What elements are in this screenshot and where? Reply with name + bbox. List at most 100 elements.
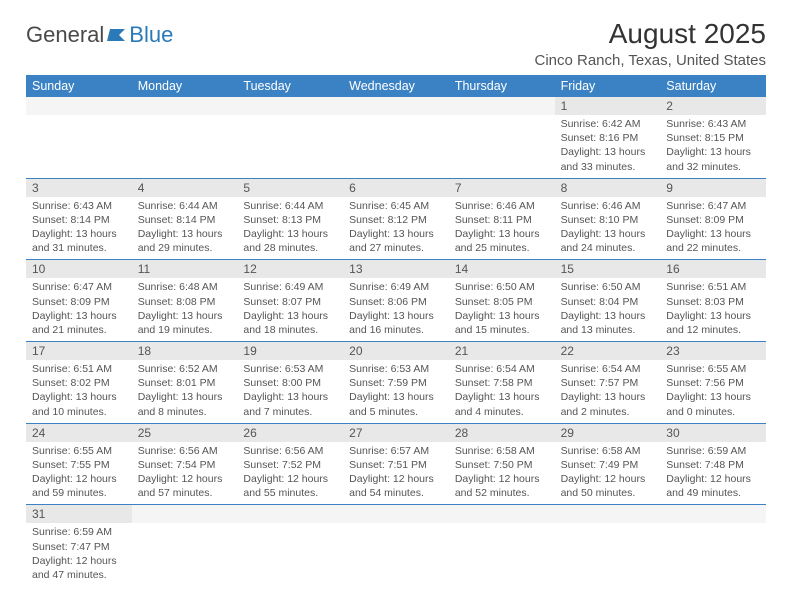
calendar-day: 7Sunrise: 6:46 AMSunset: 8:11 PMDaylight…: [449, 179, 555, 260]
day-number: 28: [449, 424, 555, 442]
calendar-day: 1Sunrise: 6:42 AMSunset: 8:16 PMDaylight…: [555, 97, 661, 178]
calendar-day: [26, 97, 132, 178]
day-number: 18: [132, 342, 238, 360]
day-details: Sunrise: 6:53 AMSunset: 8:00 PMDaylight:…: [237, 360, 343, 423]
calendar-day: [343, 97, 449, 178]
calendar-day: 10Sunrise: 6:47 AMSunset: 8:09 PMDayligh…: [26, 260, 132, 341]
sunrise: Sunrise: 6:55 AM: [32, 444, 126, 458]
day-number: 25: [132, 424, 238, 442]
sunrise: Sunrise: 6:58 AM: [455, 444, 549, 458]
day-details: Sunrise: 6:46 AMSunset: 8:10 PMDaylight:…: [555, 197, 661, 260]
day-number: 19: [237, 342, 343, 360]
day-header: Friday: [555, 75, 661, 97]
calendar-day: 16Sunrise: 6:51 AMSunset: 8:03 PMDayligh…: [660, 260, 766, 341]
sunset: Sunset: 8:02 PM: [32, 376, 126, 390]
sunset: Sunset: 7:56 PM: [666, 376, 760, 390]
day-number: 1: [555, 97, 661, 115]
day-number-empty: [26, 97, 132, 115]
day-number: 26: [237, 424, 343, 442]
day-number: 14: [449, 260, 555, 278]
day-number: 23: [660, 342, 766, 360]
sunrise: Sunrise: 6:49 AM: [243, 280, 337, 294]
day-number-empty: [449, 505, 555, 523]
sunset: Sunset: 7:59 PM: [349, 376, 443, 390]
day-details: Sunrise: 6:46 AMSunset: 8:11 PMDaylight:…: [449, 197, 555, 260]
day-details: Sunrise: 6:50 AMSunset: 8:04 PMDaylight:…: [555, 278, 661, 341]
calendar-day: 21Sunrise: 6:54 AMSunset: 7:58 PMDayligh…: [449, 342, 555, 423]
calendar-row: 24Sunrise: 6:55 AMSunset: 7:55 PMDayligh…: [26, 424, 766, 506]
calendar-body: 1Sunrise: 6:42 AMSunset: 8:16 PMDaylight…: [26, 97, 766, 586]
day-details: Sunrise: 6:58 AMSunset: 7:49 PMDaylight:…: [555, 442, 661, 505]
day-number: 11: [132, 260, 238, 278]
day-details: Sunrise: 6:42 AMSunset: 8:16 PMDaylight:…: [555, 115, 661, 178]
calendar-row: 1Sunrise: 6:42 AMSunset: 8:16 PMDaylight…: [26, 97, 766, 179]
sunrise: Sunrise: 6:58 AM: [561, 444, 655, 458]
day-number: 4: [132, 179, 238, 197]
day-header: Wednesday: [343, 75, 449, 97]
calendar-day: 15Sunrise: 6:50 AMSunset: 8:04 PMDayligh…: [555, 260, 661, 341]
day-details: Sunrise: 6:58 AMSunset: 7:50 PMDaylight:…: [449, 442, 555, 505]
day-header: Monday: [132, 75, 238, 97]
daylight: Daylight: 13 hours and 25 minutes.: [455, 227, 549, 255]
sunrise: Sunrise: 6:44 AM: [243, 199, 337, 213]
day-number: 10: [26, 260, 132, 278]
daylight: Daylight: 13 hours and 16 minutes.: [349, 309, 443, 337]
calendar-day: 6Sunrise: 6:45 AMSunset: 8:12 PMDaylight…: [343, 179, 449, 260]
location: Cinco Ranch, Texas, United States: [534, 52, 766, 69]
sunrise: Sunrise: 6:59 AM: [666, 444, 760, 458]
day-number: 3: [26, 179, 132, 197]
calendar-day: 28Sunrise: 6:58 AMSunset: 7:50 PMDayligh…: [449, 424, 555, 505]
day-details: Sunrise: 6:55 AMSunset: 7:55 PMDaylight:…: [26, 442, 132, 505]
day-number: 13: [343, 260, 449, 278]
day-details: Sunrise: 6:51 AMSunset: 8:02 PMDaylight:…: [26, 360, 132, 423]
sunset: Sunset: 8:06 PM: [349, 295, 443, 309]
calendar-day: [343, 505, 449, 586]
sunrise: Sunrise: 6:47 AM: [666, 199, 760, 213]
logo-text-2: Blue: [129, 22, 173, 48]
day-details: Sunrise: 6:45 AMSunset: 8:12 PMDaylight:…: [343, 197, 449, 260]
daylight: Daylight: 13 hours and 7 minutes.: [243, 390, 337, 418]
daylight: Daylight: 13 hours and 5 minutes.: [349, 390, 443, 418]
day-number-empty: [343, 505, 449, 523]
sunset: Sunset: 7:47 PM: [32, 540, 126, 554]
daylight: Daylight: 13 hours and 29 minutes.: [138, 227, 232, 255]
day-details: Sunrise: 6:59 AMSunset: 7:48 PMDaylight:…: [660, 442, 766, 505]
calendar-day: 8Sunrise: 6:46 AMSunset: 8:10 PMDaylight…: [555, 179, 661, 260]
sunrise: Sunrise: 6:51 AM: [32, 362, 126, 376]
sunset: Sunset: 8:15 PM: [666, 131, 760, 145]
day-details: Sunrise: 6:56 AMSunset: 7:54 PMDaylight:…: [132, 442, 238, 505]
sunset: Sunset: 7:48 PM: [666, 458, 760, 472]
daylight: Daylight: 12 hours and 57 minutes.: [138, 472, 232, 500]
day-details: Sunrise: 6:49 AMSunset: 8:06 PMDaylight:…: [343, 278, 449, 341]
logo-flag-icon: [107, 23, 127, 49]
sunset: Sunset: 8:09 PM: [666, 213, 760, 227]
sunrise: Sunrise: 6:59 AM: [32, 525, 126, 539]
sunset: Sunset: 7:55 PM: [32, 458, 126, 472]
day-number: 30: [660, 424, 766, 442]
daylight: Daylight: 12 hours and 52 minutes.: [455, 472, 549, 500]
day-number-empty: [132, 505, 238, 523]
day-number-empty: [660, 505, 766, 523]
daylight: Daylight: 13 hours and 19 minutes.: [138, 309, 232, 337]
day-details: Sunrise: 6:50 AMSunset: 8:05 PMDaylight:…: [449, 278, 555, 341]
calendar-day: 30Sunrise: 6:59 AMSunset: 7:48 PMDayligh…: [660, 424, 766, 505]
calendar-row: 17Sunrise: 6:51 AMSunset: 8:02 PMDayligh…: [26, 342, 766, 424]
daylight: Daylight: 12 hours and 55 minutes.: [243, 472, 337, 500]
day-number: 27: [343, 424, 449, 442]
calendar-day: 4Sunrise: 6:44 AMSunset: 8:14 PMDaylight…: [132, 179, 238, 260]
day-number: 2: [660, 97, 766, 115]
day-number-empty: [237, 505, 343, 523]
day-details: Sunrise: 6:49 AMSunset: 8:07 PMDaylight:…: [237, 278, 343, 341]
sunset: Sunset: 7:49 PM: [561, 458, 655, 472]
day-number: 15: [555, 260, 661, 278]
day-details: Sunrise: 6:47 AMSunset: 8:09 PMDaylight:…: [26, 278, 132, 341]
calendar-day: 19Sunrise: 6:53 AMSunset: 8:00 PMDayligh…: [237, 342, 343, 423]
day-number: 8: [555, 179, 661, 197]
sunset: Sunset: 7:57 PM: [561, 376, 655, 390]
day-details: Sunrise: 6:44 AMSunset: 8:13 PMDaylight:…: [237, 197, 343, 260]
day-number-empty: [555, 505, 661, 523]
day-details: Sunrise: 6:59 AMSunset: 7:47 PMDaylight:…: [26, 523, 132, 586]
sunset: Sunset: 8:05 PM: [455, 295, 549, 309]
sunrise: Sunrise: 6:53 AM: [243, 362, 337, 376]
sunset: Sunset: 8:14 PM: [32, 213, 126, 227]
